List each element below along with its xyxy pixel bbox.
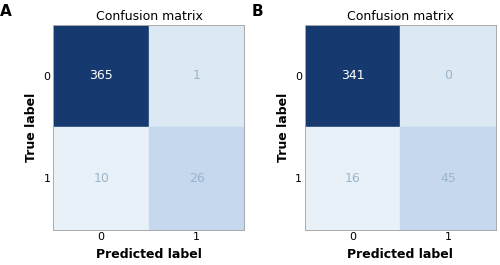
Bar (305, 25, 400, 127)
Text: B: B (252, 4, 263, 19)
Bar (305, 127, 400, 229)
Text: 45: 45 (440, 172, 456, 185)
Text: 16: 16 (344, 172, 360, 185)
Bar (149, 25, 244, 127)
Text: 26: 26 (189, 172, 204, 185)
Title: Confusion matrix: Confusion matrix (96, 10, 202, 23)
Y-axis label: True label: True label (25, 92, 38, 162)
Bar (400, 127, 496, 229)
Text: 0: 0 (444, 69, 452, 82)
Y-axis label: True label: True label (276, 92, 289, 162)
Title: Confusion matrix: Confusion matrix (347, 10, 454, 23)
Bar (54, 25, 149, 127)
Text: A: A (0, 4, 12, 19)
Text: 341: 341 (341, 69, 364, 82)
X-axis label: Predicted label: Predicted label (96, 248, 202, 261)
X-axis label: Predicted label: Predicted label (348, 248, 454, 261)
Text: 10: 10 (94, 172, 109, 185)
Text: 365: 365 (90, 69, 113, 82)
Bar (54, 127, 149, 229)
Bar (400, 25, 496, 127)
Text: 1: 1 (193, 69, 200, 82)
Bar (149, 127, 244, 229)
